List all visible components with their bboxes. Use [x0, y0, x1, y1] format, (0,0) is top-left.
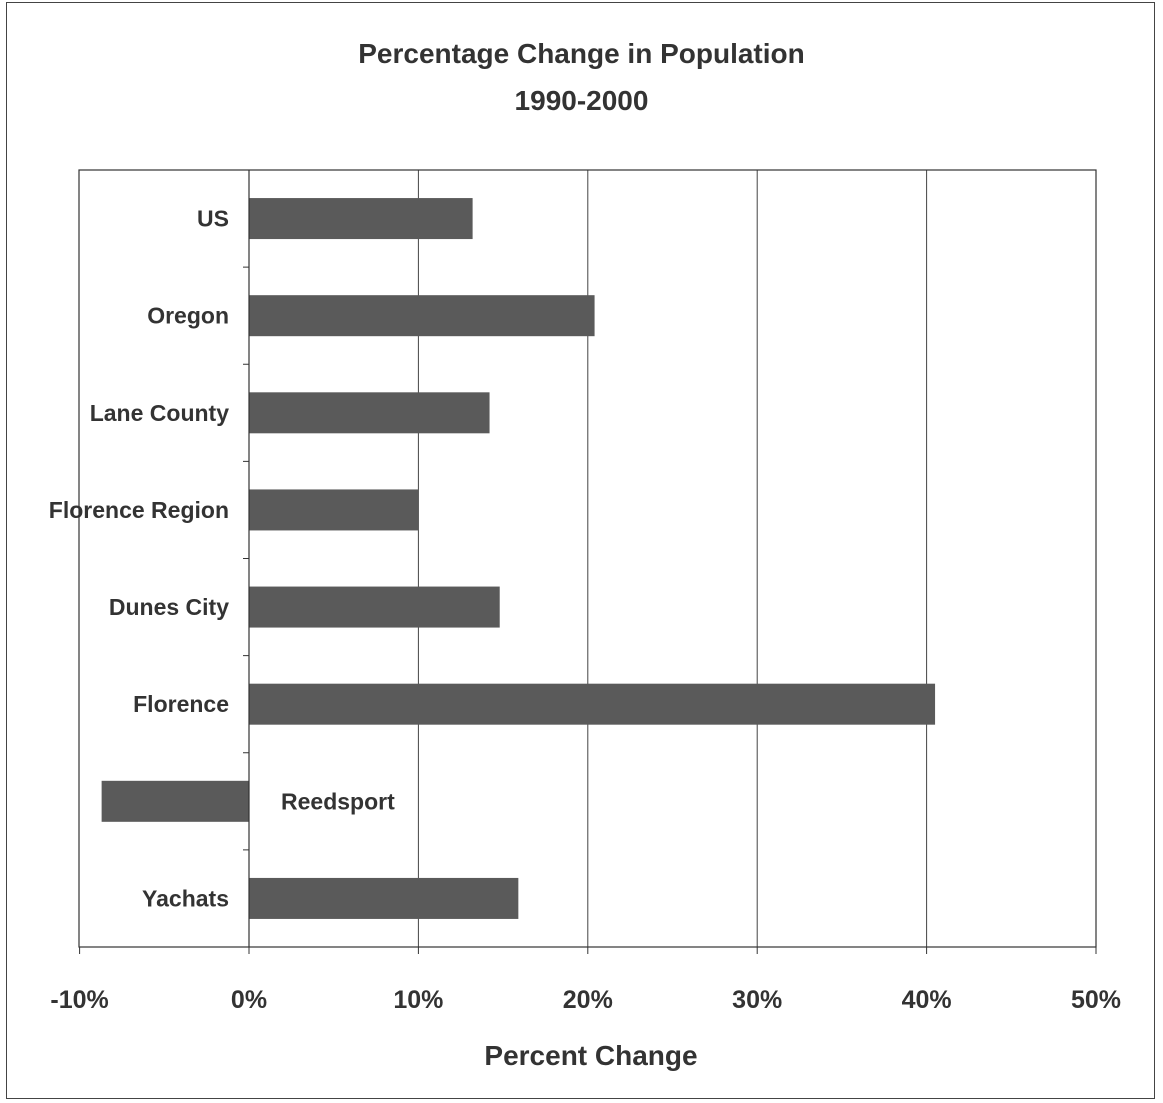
x-tick-label: 40% [902, 986, 952, 1014]
axis-layer [78, 169, 1097, 954]
bar-reedsport [101, 780, 249, 822]
x-axis-title: Percent Change [484, 1040, 697, 1071]
category-label: US [197, 206, 229, 232]
x-tick-label: 30% [732, 986, 782, 1014]
x-tick-label: 20% [563, 986, 613, 1014]
bar-oregon [249, 295, 595, 337]
x-tick-label: -10% [50, 986, 108, 1014]
bar-florence-region [249, 489, 419, 531]
category-label: Yachats [142, 885, 229, 911]
x-tick-label: 0% [231, 986, 267, 1014]
bar-us [249, 198, 473, 240]
bar-layer [101, 198, 936, 919]
chart-frame [6, 2, 1155, 1099]
category-label: Florence Region [49, 497, 229, 523]
category-label: Oregon [147, 303, 229, 329]
bar-dunes-city [249, 586, 500, 628]
category-label: Lane County [90, 400, 229, 426]
x-tick-label: 10% [393, 986, 443, 1014]
bar-yachats [249, 877, 519, 919]
bar-lane-county [249, 392, 490, 434]
chart-subtitle: 1990-2000 [514, 85, 649, 116]
category-label: Florence [133, 691, 229, 717]
x-tick-label: 50% [1071, 986, 1121, 1014]
label-layer: -10% 0% 10% 20% 30% 40% 50% US Oregon Lane County… [49, 206, 1121, 1014]
category-label: Reedsport [281, 788, 395, 814]
bar-florence [249, 683, 936, 725]
category-label: Dunes City [109, 594, 229, 620]
grid-layer [417, 170, 928, 947]
chart-title: Percentage Change in Population [358, 38, 805, 69]
